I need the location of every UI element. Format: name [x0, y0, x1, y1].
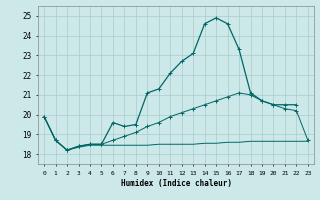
X-axis label: Humidex (Indice chaleur): Humidex (Indice chaleur): [121, 179, 231, 188]
